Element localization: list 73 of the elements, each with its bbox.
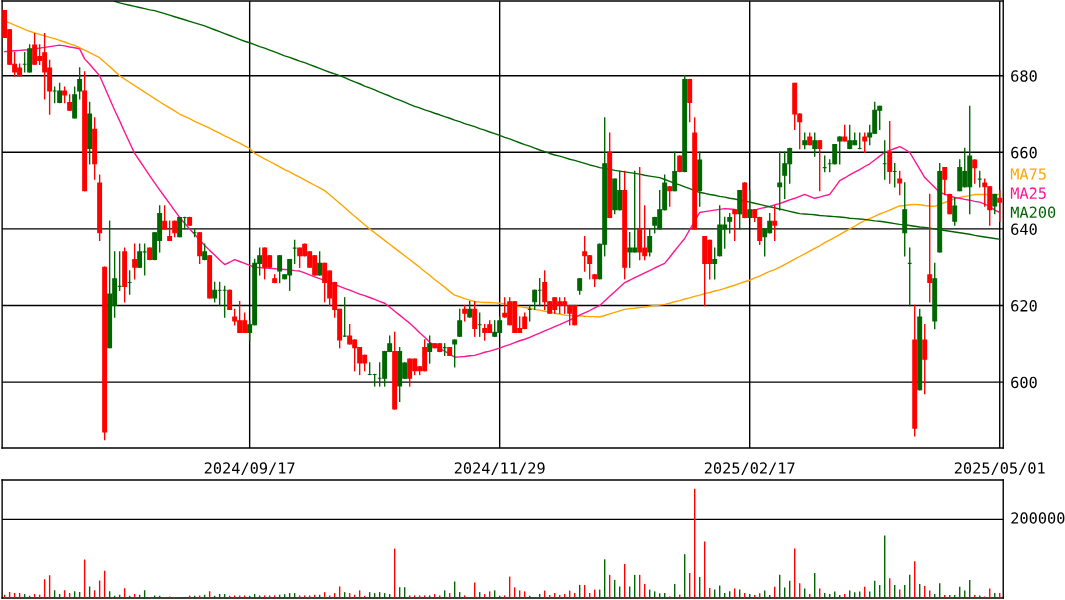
- candlestick: [772, 205, 778, 242]
- candlestick: [777, 151, 783, 211]
- y-tick-label: 640: [1011, 223, 1037, 235]
- candlestick: [27, 44, 33, 73]
- candlestick: [927, 193, 933, 303]
- candlestick: [672, 151, 678, 192]
- candlestick: [457, 308, 463, 337]
- series-label: MA200: [1010, 206, 1056, 219]
- x-tick-label: 2024/11/29: [454, 462, 545, 476]
- candlestick: [407, 358, 413, 387]
- candlestick: [862, 132, 868, 154]
- candlestick: [317, 251, 323, 276]
- candlestick: [297, 247, 303, 268]
- candlestick: [817, 140, 823, 192]
- candlestick: [972, 159, 978, 184]
- candlestick: [472, 301, 478, 337]
- candlestick: [637, 166, 643, 261]
- candlestick: [887, 120, 893, 184]
- candlestick: [542, 270, 548, 311]
- x-tick-label: 2024/09/17: [204, 462, 295, 476]
- candlestick: [627, 232, 633, 268]
- candlestick: [992, 193, 998, 215]
- candlestick: [262, 247, 268, 280]
- candlestick: [212, 281, 218, 303]
- candlestick: [347, 323, 353, 345]
- candlestick: [162, 205, 168, 230]
- candlestick: [997, 189, 1003, 222]
- y-tick-label: 600: [1011, 376, 1037, 389]
- candlestick: [952, 197, 958, 226]
- y-tick-label: 680: [1011, 70, 1037, 82]
- candlestick: [897, 170, 903, 196]
- candlestick: [782, 151, 788, 199]
- candlestick: [32, 32, 38, 65]
- candlestick: [197, 232, 203, 265]
- candlestick: [832, 143, 838, 165]
- candlestick: [847, 124, 853, 150]
- x-tick-label: 2025/02/17: [704, 462, 795, 476]
- candlestick: [712, 247, 718, 280]
- candlestick: [647, 228, 653, 257]
- series-label: MA75: [1010, 168, 1046, 180]
- candlestick: [737, 189, 743, 230]
- candlestick: [837, 136, 843, 165]
- candlestick: [942, 166, 948, 196]
- candlestick: [667, 186, 673, 207]
- candlestick: [137, 243, 143, 268]
- y-tick-label: 660: [1011, 146, 1037, 159]
- candlestick: [922, 323, 928, 395]
- candlestick: [227, 289, 233, 311]
- candlestick: [72, 86, 78, 119]
- series-label: MA25: [1010, 187, 1046, 199]
- candlestick: [747, 189, 753, 219]
- candlestick: [167, 220, 173, 242]
- candlestick: [452, 339, 458, 368]
- candlestick: [732, 209, 738, 242]
- candlestick: [427, 335, 433, 364]
- candlestick: [687, 78, 693, 123]
- candlestick: [277, 255, 283, 284]
- candlestick: [532, 289, 538, 311]
- candlestick: [292, 239, 298, 265]
- candlestick: [77, 67, 83, 100]
- candlestick: [322, 262, 328, 303]
- candlestick: [812, 132, 818, 157]
- candlestick: [57, 82, 63, 104]
- x-tick-label: 2025/05/01: [954, 462, 1045, 476]
- text: 200000: [1011, 512, 1065, 524]
- candlestick: [132, 243, 138, 280]
- candlestick: [947, 193, 953, 215]
- y-tick-label: 620: [1011, 300, 1037, 312]
- candlestick: [982, 178, 988, 207]
- candlestick: [582, 235, 588, 272]
- candlestick: [727, 212, 733, 234]
- candlestick: [957, 159, 963, 192]
- candlestick: [177, 216, 183, 238]
